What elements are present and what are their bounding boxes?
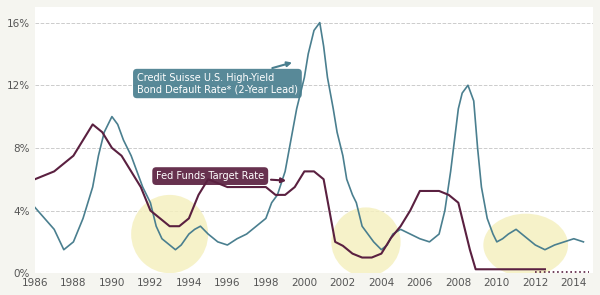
Ellipse shape bbox=[484, 214, 568, 276]
Text: Fed Funds Target Rate: Fed Funds Target Rate bbox=[156, 171, 284, 182]
Ellipse shape bbox=[131, 195, 208, 273]
Ellipse shape bbox=[331, 207, 401, 276]
Text: Credit Suisse U.S. High-Yield
Bond Default Rate* (2-Year Lead): Credit Suisse U.S. High-Yield Bond Defau… bbox=[137, 62, 298, 94]
